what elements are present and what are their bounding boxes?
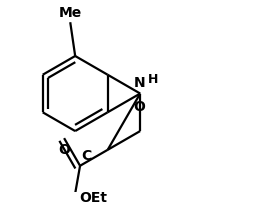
- Text: C: C: [81, 148, 91, 162]
- Text: O: O: [133, 100, 145, 114]
- Text: OEt: OEt: [80, 190, 107, 204]
- Text: Me: Me: [59, 6, 82, 20]
- Text: H: H: [148, 72, 159, 85]
- Text: O: O: [58, 142, 70, 156]
- Text: N: N: [133, 75, 145, 89]
